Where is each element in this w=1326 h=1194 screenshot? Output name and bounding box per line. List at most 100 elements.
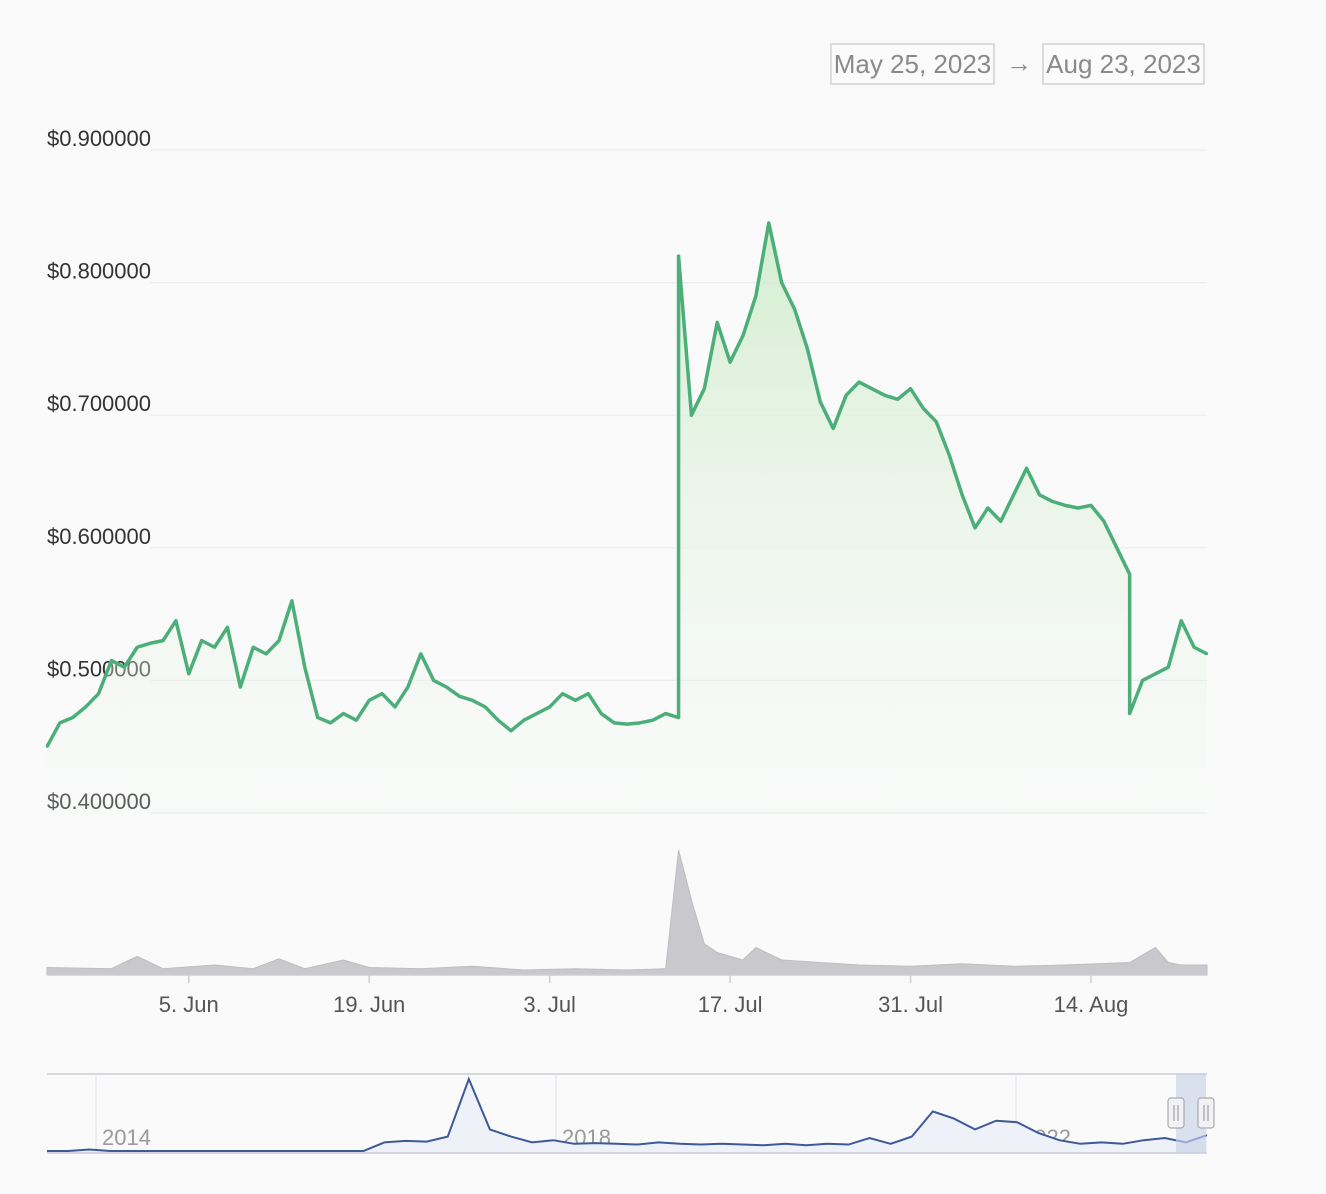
price-point — [1051, 500, 1054, 503]
x-tick-label: 19. Jun — [333, 992, 405, 1017]
navigator-handle[interactable] — [1167, 1097, 1185, 1129]
price-point — [754, 294, 758, 298]
navigator-handle[interactable] — [1197, 1097, 1215, 1129]
price-point — [935, 420, 938, 424]
price-point — [174, 619, 178, 622]
price-point — [1089, 504, 1093, 507]
price-point — [380, 692, 384, 695]
price-point — [1180, 619, 1183, 622]
price-point — [1115, 546, 1118, 549]
navigator-handle-grip[interactable] — [1167, 1097, 1185, 1129]
y-tick-label: $0.800000 — [47, 259, 151, 284]
price-point — [1038, 493, 1041, 496]
price-point — [561, 692, 564, 695]
price-point — [213, 646, 216, 649]
price-point — [857, 380, 861, 384]
price-point — [509, 729, 513, 732]
price-point — [458, 695, 461, 698]
price-point — [1064, 504, 1067, 507]
price-point — [522, 718, 526, 722]
price-point — [677, 254, 680, 258]
price-point — [896, 398, 899, 401]
price-point — [986, 506, 990, 510]
price-point — [690, 414, 693, 417]
price-point — [1012, 493, 1015, 496]
price-point — [973, 526, 977, 530]
x-tick-label: 14. Aug — [1054, 992, 1129, 1017]
price-area-fill — [47, 222, 1207, 813]
price-point — [484, 705, 487, 709]
price-point — [200, 639, 203, 642]
price-point — [870, 387, 874, 390]
price-point — [832, 427, 835, 430]
x-tick-label: 17. Jul — [698, 992, 763, 1017]
price-point — [780, 281, 783, 284]
price-point — [110, 659, 113, 662]
price-point — [883, 394, 886, 397]
navigator-line — [47, 1076, 1208, 1152]
price-point — [638, 721, 642, 725]
price-point — [97, 692, 100, 695]
price-point — [612, 721, 616, 725]
price-point — [1192, 646, 1196, 649]
price-point — [368, 699, 371, 702]
price-point — [548, 705, 551, 709]
x-tick-label: 31. Jul — [878, 992, 943, 1017]
price-point — [187, 672, 190, 675]
price-point — [264, 652, 268, 656]
price-point — [1154, 672, 1157, 675]
price-point — [1025, 467, 1028, 470]
date-range-arrow-icon: → — [1006, 48, 1032, 78]
y-tick-label: $0.900000 — [47, 126, 151, 151]
y-tick-label: $0.600000 — [47, 524, 151, 549]
price-point — [252, 646, 255, 649]
price-point — [600, 712, 603, 715]
price-point — [664, 712, 667, 715]
price-point — [716, 321, 719, 324]
price-point — [123, 665, 126, 669]
price-point — [406, 685, 410, 689]
price-point — [329, 721, 332, 725]
price-point — [84, 705, 87, 709]
navigator-handle-grip[interactable] — [1197, 1097, 1215, 1129]
price-point — [1102, 520, 1106, 523]
y-tick-label: $0.700000 — [47, 391, 151, 416]
price-point — [45, 745, 49, 748]
price-point — [999, 520, 1002, 523]
date-range-from-input[interactable]: May 25, 2023 — [830, 43, 995, 85]
price-point — [226, 626, 229, 629]
price-point — [1167, 665, 1170, 669]
price-point — [355, 718, 358, 722]
price-point — [948, 453, 951, 457]
price-point — [767, 221, 770, 225]
price-point — [277, 639, 281, 642]
price-point — [922, 407, 925, 410]
price-point — [574, 699, 577, 702]
date-range-to-input[interactable]: Aug 23, 2023 — [1042, 43, 1205, 85]
price-point — [793, 307, 796, 311]
price-point — [471, 699, 474, 702]
price-point — [316, 716, 319, 719]
price-point — [496, 718, 500, 722]
x-tick-label: 3. Jul — [523, 992, 576, 1017]
price-point — [58, 721, 62, 725]
price-point — [342, 712, 345, 715]
price-point — [960, 493, 964, 496]
price-point — [161, 639, 165, 642]
price-point — [1128, 712, 1131, 715]
price-point — [432, 679, 435, 682]
price-point — [393, 705, 397, 709]
price-point — [1141, 679, 1144, 682]
price-point — [844, 394, 848, 397]
price-point — [71, 716, 74, 719]
price-point — [1076, 506, 1080, 510]
price-point — [136, 646, 139, 649]
x-tick-label: 5. Jun — [159, 992, 219, 1017]
price-point — [728, 360, 732, 364]
volume-area — [46, 849, 1208, 976]
price-point — [535, 712, 538, 715]
price-point — [651, 718, 654, 722]
navigator-area — [47, 1079, 1207, 1153]
price-point — [239, 685, 242, 689]
navigator-year-label: 2014 — [102, 1125, 151, 1150]
